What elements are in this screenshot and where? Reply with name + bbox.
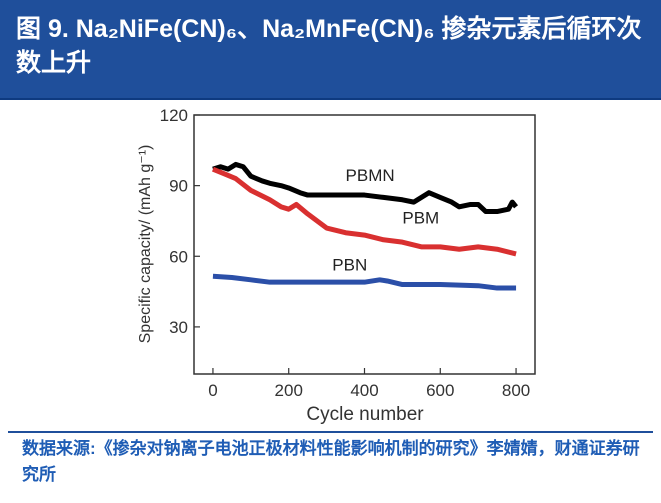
x-tick-label: 0 [208,381,217,400]
source-note: 数据来源:《掺杂对钠离子电池正极材料性能影响机制的研究》李婧婧，财通证券研究所 [22,439,640,484]
figure-title: 图 9. Na₂NiFe(CN)₆、Na₂MnFe(CN)₆ 掺杂元素后循环次数… [0,0,661,98]
y-tick-label: 60 [169,247,188,266]
x-tick-label: 600 [426,381,454,400]
x-axis-label: Cycle number [306,404,424,425]
series-line-pbn [212,273,517,291]
x-tick-label: 400 [350,381,378,400]
x-tick-label: 200 [275,381,303,400]
plot-frame [193,114,536,375]
series-label-pbmn: PBMN [346,166,395,185]
series-line-pbmn [212,161,519,215]
y-tick-label: 120 [160,106,188,125]
y-tick-label: 90 [169,177,188,196]
y-axis-label: Specific capacity/ (mAh g⁻¹) [137,145,154,344]
footer-divider [8,431,653,433]
header-divider [0,98,661,100]
series-line-pbm [211,166,517,257]
series-label-pbm: PBM [402,208,439,227]
y-tick-label: 30 [169,318,188,337]
series-label-pbn: PBN [332,255,367,274]
x-tick-label: 800 [502,381,530,400]
chart: 0 200 400 600 800 30 60 90 120 PBMN PBM PBN Cycle … [137,106,536,425]
